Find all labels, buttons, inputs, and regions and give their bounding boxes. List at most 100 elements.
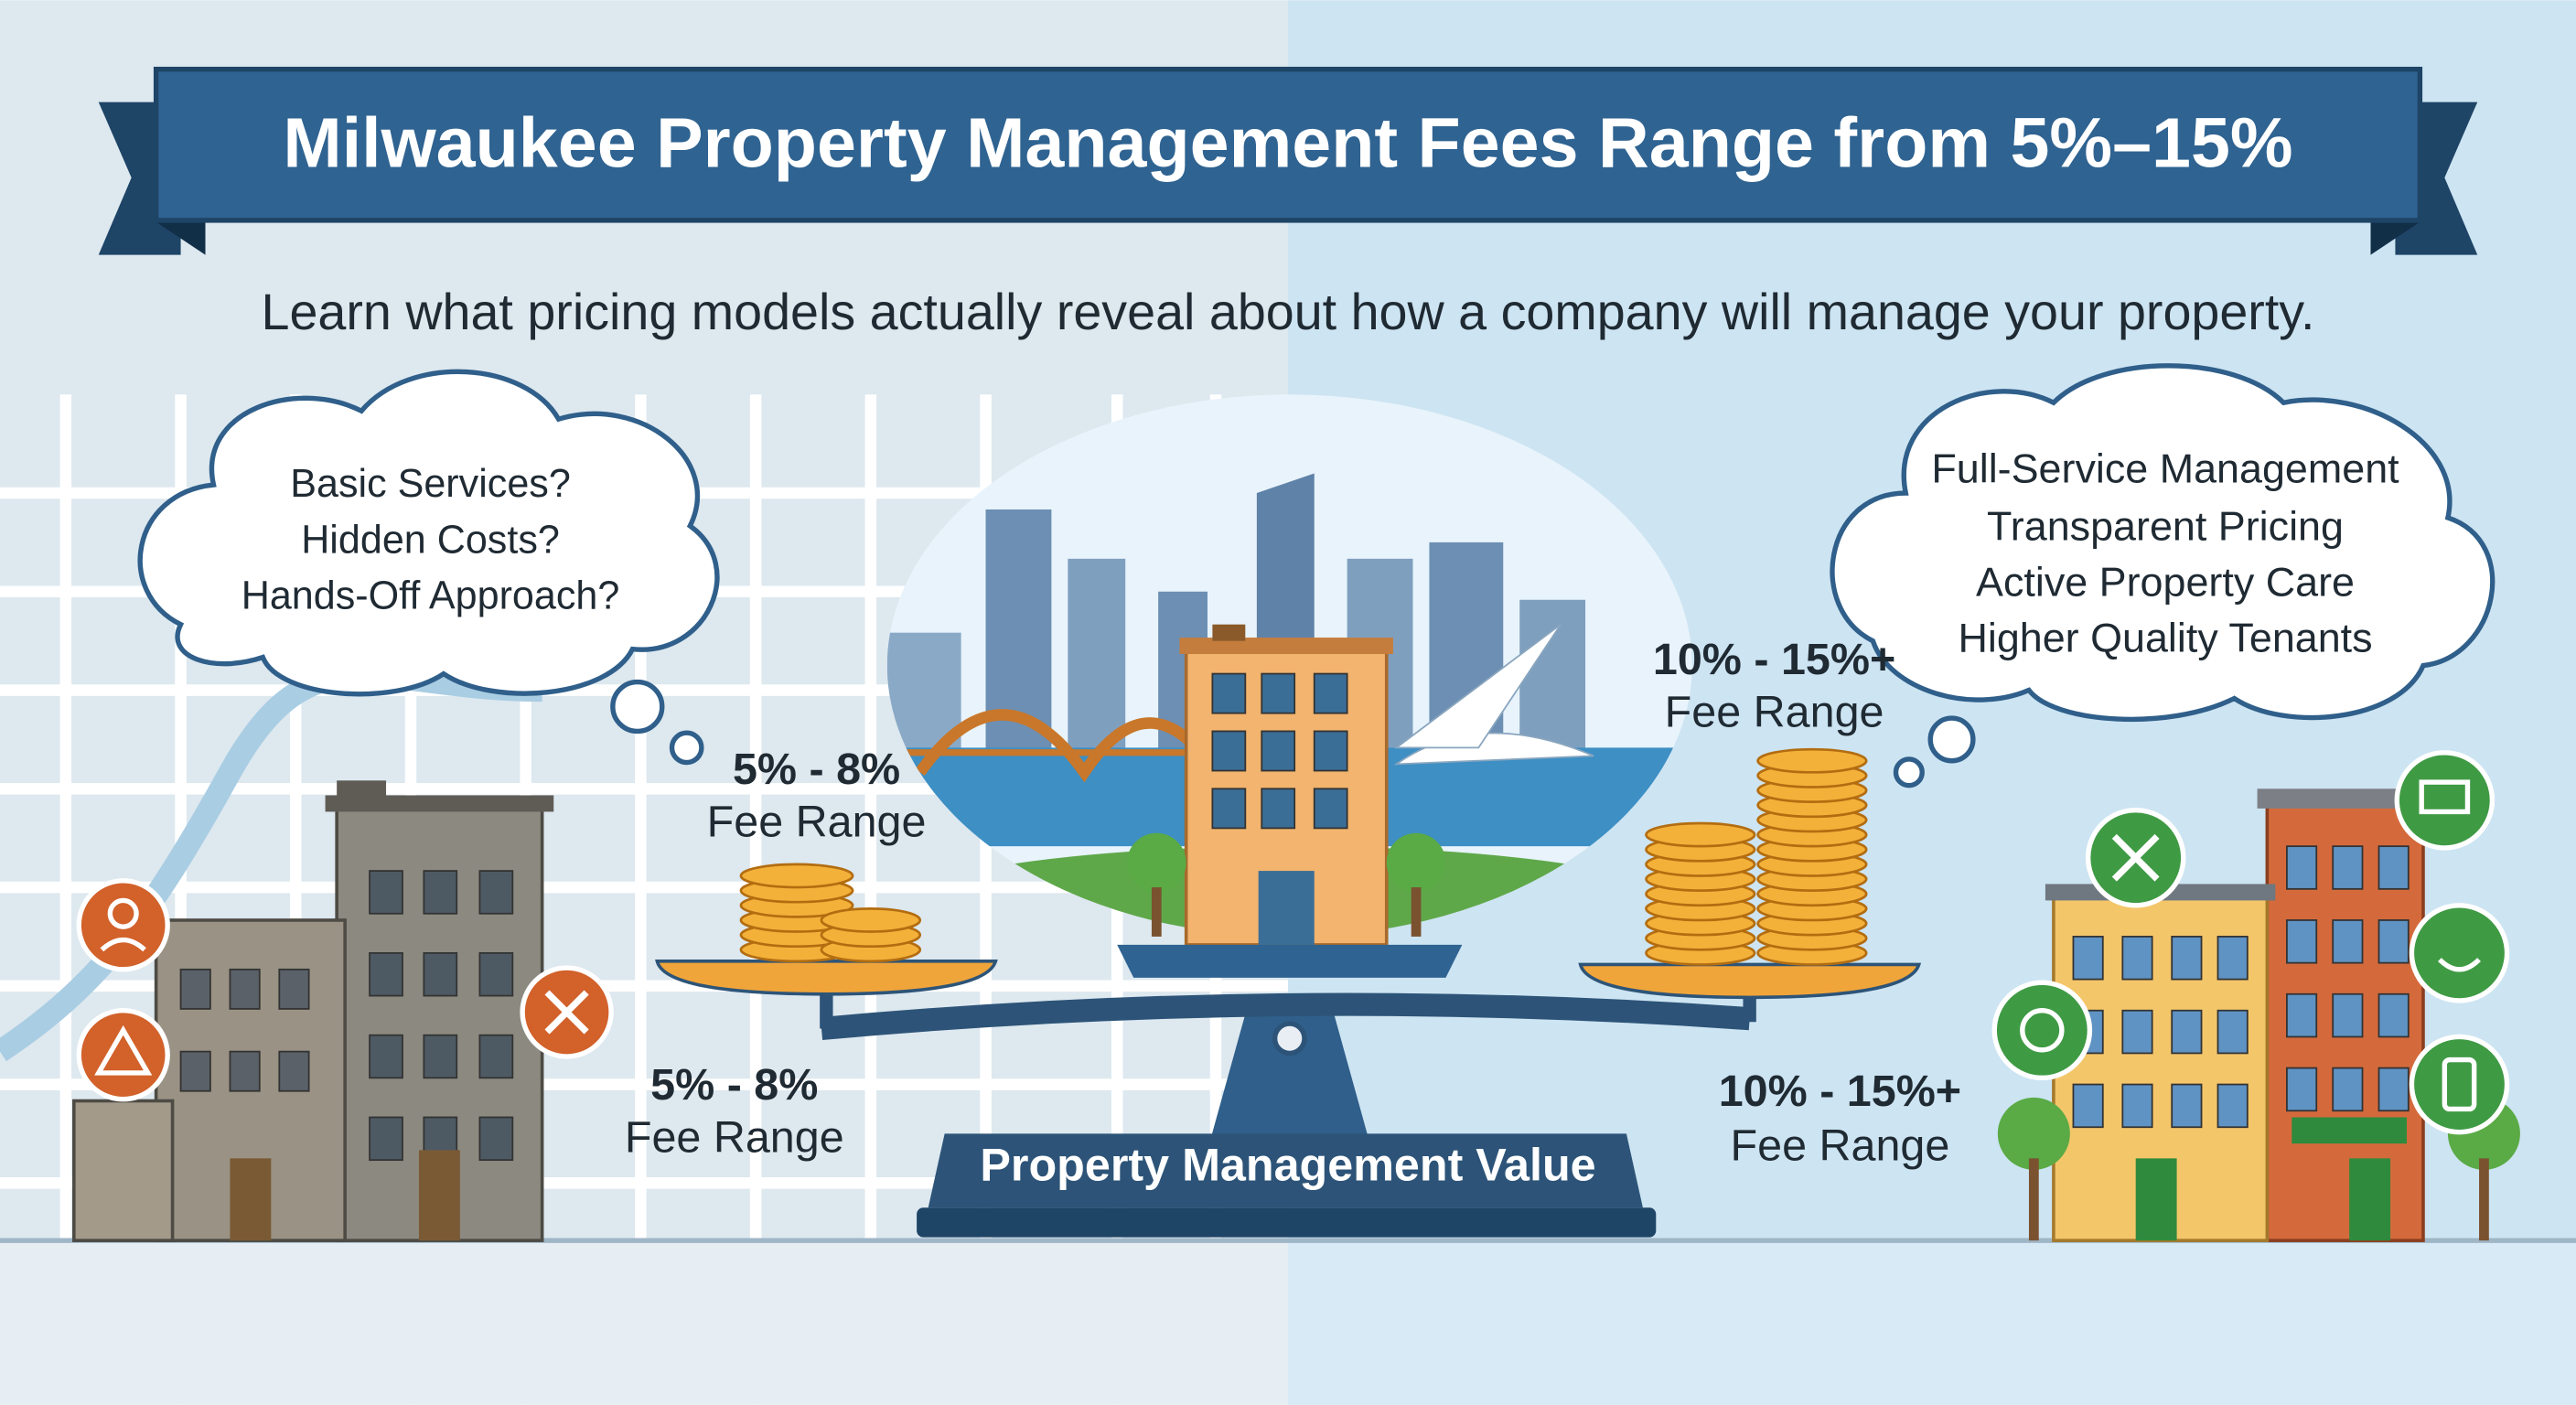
modern-buildings	[1997, 788, 2520, 1242]
bubble-dot	[1893, 756, 1925, 788]
window	[2286, 845, 2318, 890]
skyscraper	[1519, 599, 1586, 756]
scale-label: Property Management Value	[980, 1138, 1595, 1190]
roof	[1179, 638, 1393, 655]
roof	[2257, 788, 2433, 809]
scale-beam	[820, 992, 1751, 1041]
window	[2171, 1009, 2203, 1055]
window	[2377, 845, 2410, 890]
bubble	[137, 369, 720, 697]
fee-range: 5% - 8%	[650, 1060, 818, 1110]
window	[2332, 992, 2364, 1038]
bubble-dot	[1927, 715, 1976, 764]
window	[423, 870, 458, 915]
window	[1211, 730, 1247, 772]
scale-post	[1208, 1002, 1372, 1151]
tree	[1997, 1097, 2070, 1170]
tree-trunk	[2479, 1158, 2489, 1241]
phone-icon	[2409, 1034, 2510, 1135]
door	[418, 1150, 460, 1241]
icon-glyph	[2020, 1008, 2065, 1053]
window	[2171, 1083, 2203, 1129]
title-banner: Milwaukee Property Management Fees Range…	[98, 66, 2478, 255]
icon-glyph	[2419, 779, 2471, 815]
warning-icon	[76, 1008, 170, 1102]
window	[278, 968, 310, 1010]
icon-glyph	[94, 1024, 153, 1076]
icon-glyph	[107, 897, 139, 929]
window	[2171, 936, 2203, 981]
window	[478, 1116, 514, 1162]
window	[2377, 1067, 2410, 1112]
fee-range: 10% - 15%+	[1719, 1067, 1961, 1116]
window	[478, 951, 514, 997]
window	[2332, 845, 2364, 890]
window	[478, 870, 514, 915]
center-platform	[1117, 944, 1463, 978]
door	[230, 1158, 272, 1241]
window	[2332, 1067, 2364, 1112]
window	[2332, 919, 2364, 964]
window	[423, 951, 458, 997]
scale-foot	[917, 1207, 1657, 1238]
window	[1313, 730, 1348, 772]
door	[1258, 871, 1315, 945]
window	[369, 870, 403, 915]
window	[369, 951, 403, 997]
fee-caption: Fee Range	[1731, 1121, 1950, 1170]
window	[369, 1116, 403, 1162]
window	[229, 968, 261, 1010]
ground-left	[0, 1240, 1288, 1405]
coin	[1756, 747, 1868, 774]
window	[2377, 919, 2410, 964]
window	[2216, 1009, 2249, 1055]
left-pan	[655, 960, 998, 996]
window	[1261, 730, 1296, 772]
tree-trunk	[1411, 887, 1422, 937]
title: Milwaukee Property Management Fees Range…	[283, 103, 2292, 182]
fee-range: 10% - 15%+	[1653, 635, 1895, 684]
bubble-line: Transparent Pricing	[1987, 502, 2344, 549]
coin	[1645, 821, 1756, 848]
window	[1261, 788, 1296, 830]
door	[2349, 1158, 2391, 1241]
window	[179, 1050, 211, 1092]
window	[2072, 1083, 2104, 1129]
right-bubble: Full-Service Management Transparent Pric…	[1830, 363, 2496, 788]
bubble-dot	[610, 679, 665, 735]
bridge-arch	[915, 709, 1221, 783]
subtitle: Learn what pricing models actually revea…	[262, 284, 2315, 340]
bubble-line: Full-Service Management	[1931, 445, 2399, 492]
window	[2121, 936, 2153, 981]
icon-glyph	[544, 990, 589, 1035]
tree	[1127, 832, 1186, 893]
window	[2216, 1083, 2249, 1129]
window	[2286, 992, 2318, 1038]
tree	[1386, 832, 1446, 893]
icon-glyph	[2111, 833, 2160, 882]
ground-right	[1288, 1240, 2576, 1405]
pivot	[1272, 1021, 1307, 1056]
skyscraper	[1068, 558, 1126, 756]
bubble-line: Higher Quality Tenants	[1958, 615, 2372, 661]
window	[278, 1050, 310, 1092]
window	[2286, 919, 2318, 964]
coin	[820, 907, 922, 933]
window	[2072, 936, 2104, 981]
window	[2121, 1009, 2153, 1055]
chimney	[337, 780, 387, 798]
tree-trunk	[1151, 887, 1162, 937]
awning	[2292, 1117, 2408, 1144]
icon-glyph	[2442, 1056, 2477, 1112]
fee-caption: Fee Range	[625, 1112, 844, 1162]
coin	[739, 863, 854, 889]
city-scene	[886, 394, 1692, 947]
service-icons	[1991, 750, 2510, 1135]
window	[179, 968, 211, 1010]
scale-base	[928, 1133, 1643, 1208]
fee-range: 5% - 8%	[733, 745, 900, 794]
window	[1211, 672, 1247, 714]
door	[2135, 1158, 2177, 1241]
